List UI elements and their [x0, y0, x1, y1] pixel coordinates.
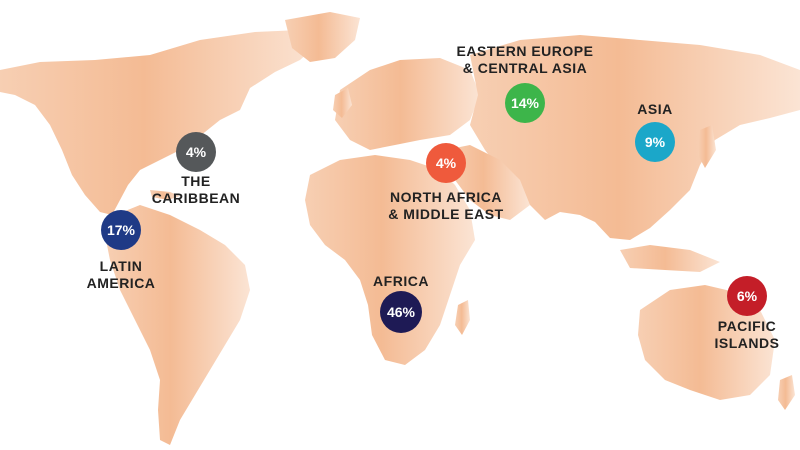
land-uk [333, 88, 352, 118]
region-label-line: ISLANDS [714, 335, 780, 351]
land-south-america [105, 205, 250, 445]
badge-north-africa: 4% [426, 143, 466, 183]
region-label-line: NORTH AFRICA [389, 189, 503, 205]
land-madagascar [455, 300, 470, 335]
region-label-latin-america: LATIN AMERICA [76, 258, 166, 292]
region-label-line: & MIDDLE EAST [388, 206, 504, 222]
land-africa [305, 155, 475, 365]
badge-latin-america: 17% [101, 210, 141, 250]
badge-asia: 9% [635, 122, 675, 162]
badge-eastern-europe: 14% [505, 83, 545, 123]
region-label-line: CARIBBEAN [151, 190, 241, 206]
region-label-pacific-islands: PACIFIC ISLANDS [702, 318, 792, 352]
region-label-line: THE [181, 173, 211, 189]
region-label-north-africa: NORTH AFRICA & MIDDLE EAST [381, 189, 511, 223]
region-label-line: AFRICA [373, 273, 429, 289]
land-new-zealand [778, 375, 795, 410]
badge-caribbean: 4% [176, 132, 216, 172]
badge-africa: 46% [380, 291, 422, 333]
region-label-line: EASTERN EUROPE [456, 43, 594, 59]
region-label-line: PACIFIC [717, 318, 777, 334]
land-se-asia-islands [620, 245, 720, 272]
region-label-asia: ASIA [630, 101, 680, 118]
region-label-africa: AFRICA [366, 273, 436, 290]
land-north-america [0, 30, 320, 215]
land-greenland [285, 12, 360, 62]
region-label-caribbean: THE CARIBBEAN [146, 173, 246, 207]
region-label-eastern-europe: EASTERN EUROPE & CENTRAL ASIA [455, 43, 595, 77]
land-japan [698, 125, 716, 168]
land-middle-east [445, 145, 530, 220]
region-label-line: & CENTRAL ASIA [462, 60, 588, 76]
badge-pacific-islands: 6% [727, 276, 767, 316]
region-label-line: AMERICA [86, 275, 156, 291]
region-label-line: ASIA [637, 101, 673, 117]
land-caribbean [150, 190, 180, 200]
region-label-line: LATIN [99, 258, 143, 274]
land-europe [335, 58, 480, 150]
